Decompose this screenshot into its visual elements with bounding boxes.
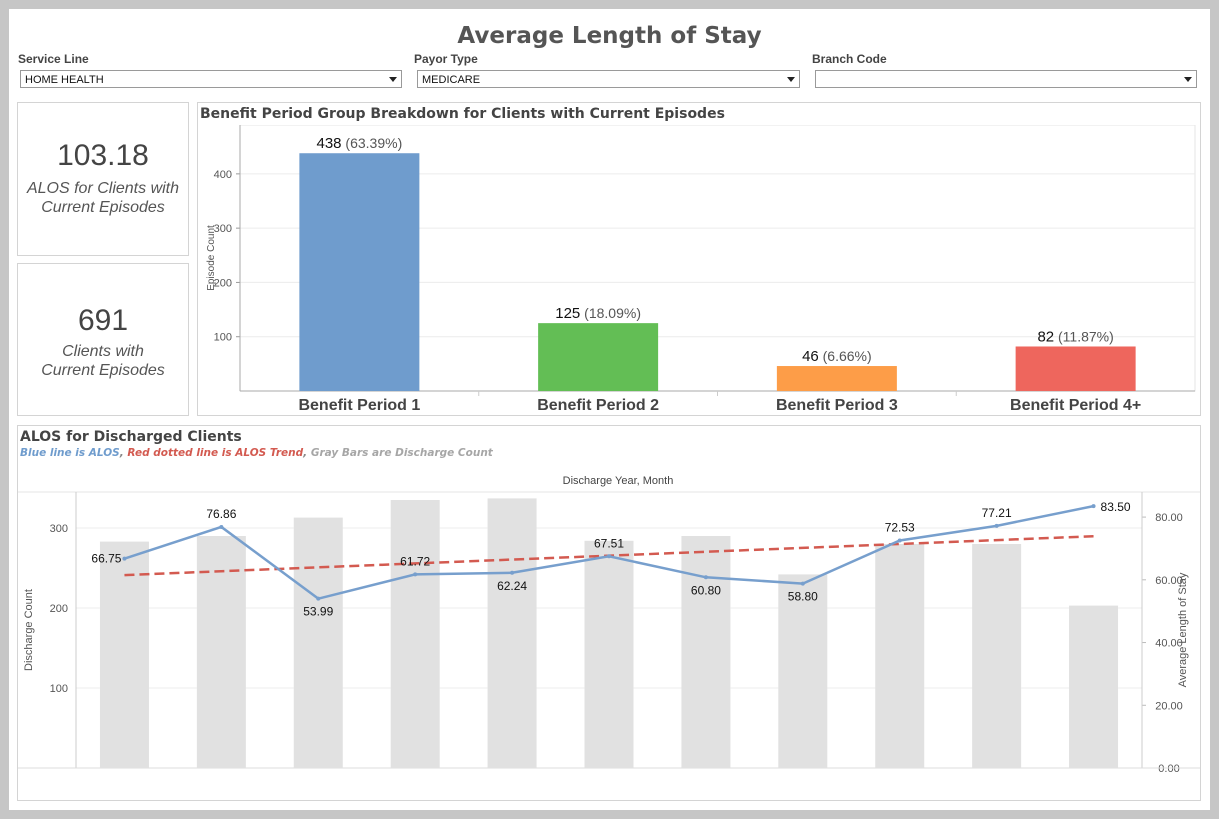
benefit-period-chart: 100 200 300 400 Episode Count 438 (63.39%) Ben… [206, 125, 1196, 414]
kpi-value: 103.18 [57, 139, 149, 172]
alos-data-label: 77.21 [982, 506, 1012, 520]
alos-chart: Discharge Year, Month 100 200 300 0.00 20.00 4… [18, 475, 1200, 775]
y-right-tick-label: 80.00 [1155, 512, 1183, 524]
y-right-tick-label: 40.00 [1155, 638, 1183, 650]
y-right-tick-label: 20.00 [1155, 700, 1183, 712]
dashboard: Average Length of Stay Service Line HOME… [9, 9, 1210, 810]
kpi-clients-panel: 691 Clients with Current Episodes [17, 263, 189, 416]
filter-label: Branch Code [812, 52, 887, 66]
discharge-bar [681, 536, 731, 768]
alos-data-label: 76.86 [206, 507, 236, 521]
discharge-bar [99, 541, 149, 768]
kpi-label-line1: Clients with [62, 343, 144, 360]
filter-label: Service Line [18, 52, 89, 66]
category-label: Benefit Period 1 [298, 397, 420, 414]
alos-point [413, 572, 418, 577]
benefit-chart-title: Benefit Period Group Breakdown for Clien… [200, 106, 725, 122]
alos-data-label: 66.75 [91, 552, 121, 566]
page-title: Average Length of Stay [457, 23, 762, 49]
y-left-tick-label: 200 [50, 603, 68, 615]
y-left-tick-label: 100 [50, 683, 68, 695]
subtitle-sep: , [119, 447, 128, 459]
alos-data-label: 72.53 [885, 521, 915, 535]
select-value: MEDICARE [422, 74, 481, 86]
bar [776, 366, 897, 391]
y-axis-label: Episode Count [206, 225, 217, 291]
category-label: Benefit Period 2 [537, 397, 659, 414]
category-label: Benefit Period 3 [776, 397, 898, 414]
chevron-down-icon [787, 77, 795, 82]
alos-data-label: 61.72 [400, 554, 430, 568]
alos-point [800, 581, 805, 586]
alos-data-label: 62.24 [497, 579, 527, 593]
y-right-tick-label: 60.00 [1155, 575, 1183, 587]
alos-point [607, 554, 611, 559]
discharge-bar [1069, 605, 1119, 768]
data-label: 46 (6.66%) [802, 348, 872, 365]
service-line-select[interactable]: HOME HEALTH [20, 70, 402, 88]
filter-label: Payor Type [414, 52, 478, 66]
kpi-label-line2: Current Episodes [41, 362, 165, 379]
discharge-bar [778, 574, 828, 768]
bar [1015, 346, 1136, 391]
service-line-filter: Service Line HOME HEALTH [18, 52, 402, 88]
kpi-label-line1: ALOS for Clients with [26, 180, 180, 197]
discharge-bar [584, 540, 634, 768]
alos-point [219, 524, 224, 529]
subtitle-sep: , [303, 447, 311, 459]
y-right-tick-label: 0.00 [1158, 763, 1179, 775]
kpi-value: 691 [77, 304, 129, 337]
alos-data-label: 58.80 [788, 590, 818, 604]
chevron-down-icon [389, 77, 397, 82]
data-label: 82 (11.87%) [1037, 328, 1113, 345]
data-label: 125 (18.09%) [555, 305, 641, 322]
y-tick-label: 100 [214, 332, 232, 344]
subtitle-gray: Gray Bars are Discharge Count [310, 447, 493, 459]
y-left-axis-label: Discharge Count [23, 589, 35, 671]
y-tick-label: 300 [214, 223, 232, 235]
alos-point [897, 538, 902, 543]
y-tick-label: 200 [214, 277, 232, 289]
alos-point [510, 570, 515, 575]
alos-data-label: 83.50 [1101, 500, 1131, 514]
subtitle-red: Red dotted line is ALOS Trend [127, 447, 304, 459]
discharge-bar [875, 544, 925, 768]
kpi-alos-panel: 103.18 ALOS for Clients with Current Epi… [17, 102, 189, 256]
kpi-label-line2: Current Episodes [41, 199, 165, 216]
alos-point [316, 596, 321, 601]
y-tick-label: 400 [214, 169, 232, 181]
alos-data-label: 53.99 [303, 605, 333, 619]
alos-point [994, 523, 999, 528]
discharge-bar [293, 517, 343, 768]
x-axis-title: Discharge Year, Month [563, 475, 674, 487]
alos-data-label: 67.51 [594, 536, 624, 550]
subtitle-blue: Blue line is ALOS [20, 447, 120, 459]
branch-code-filter: Branch Code [812, 52, 1197, 88]
category-label: Benefit Period 4+ [1010, 397, 1141, 414]
chevron-down-icon [1184, 77, 1192, 82]
payor-type-filter: Payor Type MEDICARE [414, 52, 800, 88]
payor-type-select[interactable]: MEDICARE [417, 70, 800, 88]
bar [299, 153, 420, 391]
discharge-bar [487, 498, 537, 768]
bar [538, 323, 659, 391]
benefit-period-panel: Benefit Period Group Breakdown for Clien… [197, 102, 1201, 416]
alos-chart-title: ALOS for Discharged Clients [20, 429, 242, 445]
discharge-bar [196, 536, 246, 768]
y-right-axis-label: Average Length of Stay [1177, 572, 1189, 687]
alos-point [1091, 504, 1096, 509]
alos-chart-subtitle: Blue line is ALOS, Red dotted line is AL… [20, 447, 493, 459]
alos-data-label: 60.80 [691, 583, 721, 597]
discharged-panel: ALOS for Discharged Clients Blue line is… [17, 425, 1201, 801]
discharge-bar [390, 500, 440, 768]
alos-point [703, 575, 708, 580]
data-label: 438 (63.39%) [317, 135, 403, 152]
discharge-bar [972, 544, 1022, 768]
alos-point [122, 556, 127, 561]
y-left-tick-label: 300 [50, 523, 68, 535]
branch-code-select[interactable] [815, 70, 1197, 88]
select-value: HOME HEALTH [25, 74, 104, 86]
